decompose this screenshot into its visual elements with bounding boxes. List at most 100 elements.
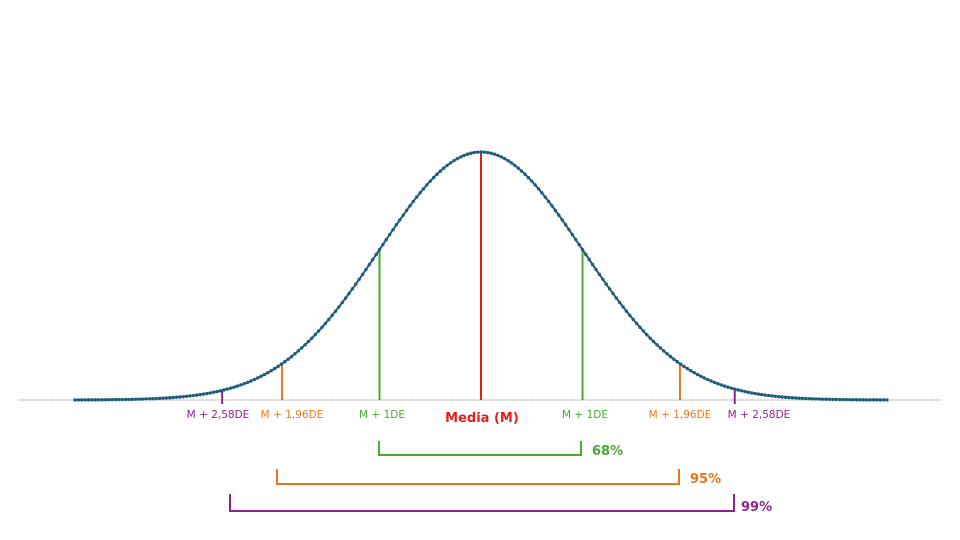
curve-point	[110, 397, 114, 402]
curve-point	[695, 372, 700, 377]
curve-point	[543, 195, 547, 199]
curve-point	[184, 394, 189, 398]
curve-point	[479, 150, 483, 154]
curve-point	[729, 386, 734, 390]
interval-68-bracket	[378, 441, 582, 456]
curve-point	[492, 152, 497, 156]
curve-point	[766, 393, 771, 398]
curve-point	[303, 343, 307, 347]
curve-point	[580, 247, 585, 252]
curve-point	[824, 397, 828, 401]
curve-point	[557, 213, 561, 217]
curve-point	[567, 227, 571, 232]
curve-point	[726, 385, 730, 389]
curve-point	[736, 388, 740, 392]
curve-point	[279, 362, 284, 366]
curve-point	[871, 398, 876, 402]
curve-point	[563, 223, 568, 227]
curve-point	[533, 183, 537, 187]
curve-point	[76, 398, 81, 402]
curve-point	[171, 395, 175, 400]
curve-point	[330, 313, 334, 318]
curve-point	[817, 397, 822, 401]
curve-point	[827, 397, 832, 402]
curve-point	[810, 397, 815, 401]
bell-curve-points	[73, 150, 889, 402]
curve-point	[90, 398, 94, 402]
curve-point	[178, 395, 182, 399]
sd258-right-label: M + 2,58DE	[728, 409, 791, 421]
curve-point	[195, 393, 199, 397]
curve-point	[225, 387, 229, 391]
curve-point	[421, 187, 426, 191]
curve-point	[837, 397, 842, 402]
curve-point	[509, 161, 514, 165]
curve-point	[86, 398, 91, 402]
curve-point	[513, 163, 517, 168]
interval-99-bracket	[229, 494, 735, 512]
curve-point	[408, 204, 412, 208]
sd196-left-label: M + 1,96DE	[261, 409, 324, 421]
curve-point	[712, 380, 717, 385]
curve-point	[222, 388, 226, 392]
curve-point	[191, 393, 196, 398]
curve-point	[215, 389, 219, 394]
curve-point	[181, 394, 185, 399]
curve-point	[228, 386, 233, 390]
curve-point	[459, 155, 463, 159]
curve-point	[245, 380, 250, 385]
sd1-right-label: M + 1DE	[562, 409, 608, 421]
curve-point	[367, 262, 372, 267]
curve-point	[442, 166, 446, 170]
curve-point	[607, 287, 612, 291]
curve-point	[719, 383, 723, 387]
curve-point	[814, 397, 818, 401]
curve-point	[212, 390, 216, 394]
curve-point	[804, 396, 808, 401]
curve-point	[299, 346, 304, 350]
curve-point	[773, 394, 778, 398]
curve-point	[377, 247, 382, 252]
curve-point	[130, 397, 135, 402]
curve-point	[702, 376, 706, 380]
curve-point	[489, 151, 493, 155]
curve-point	[865, 398, 869, 402]
curve-point	[665, 352, 669, 356]
curve-point	[594, 267, 598, 272]
curve-point	[530, 179, 534, 183]
curve-point	[699, 374, 703, 378]
interval-95-label: 95%	[690, 472, 721, 487]
curve-point	[323, 321, 328, 326]
curve-point	[96, 398, 101, 402]
curve-point	[198, 392, 202, 397]
curve-point	[354, 282, 358, 286]
curve-point	[482, 150, 487, 154]
curve-point	[868, 398, 872, 402]
curve-point	[448, 161, 453, 165]
curve-point	[780, 395, 784, 399]
curve-point	[821, 397, 825, 401]
curve-point	[760, 392, 764, 397]
curve-point	[103, 398, 108, 402]
curve-point	[584, 252, 588, 257]
curve-point	[800, 396, 805, 401]
curve-point	[205, 391, 209, 396]
curve-point	[164, 396, 169, 400]
sd1-left-label: M + 1DE	[359, 409, 405, 421]
curve-point	[333, 309, 338, 313]
curve-point	[266, 370, 270, 375]
curve-point	[523, 172, 527, 176]
curve-point	[168, 396, 172, 400]
curve-point	[668, 354, 673, 359]
curve-point	[465, 152, 470, 156]
curve-point	[634, 321, 639, 326]
interval-99-label: 99%	[741, 500, 772, 515]
curve-point	[428, 179, 432, 183]
curve-point	[793, 396, 798, 400]
curve-point	[648, 336, 652, 340]
curve-point	[733, 387, 737, 391]
curve-point	[658, 346, 663, 350]
curve-point	[577, 242, 581, 247]
curve-point	[357, 277, 361, 281]
curve-point	[394, 223, 399, 227]
